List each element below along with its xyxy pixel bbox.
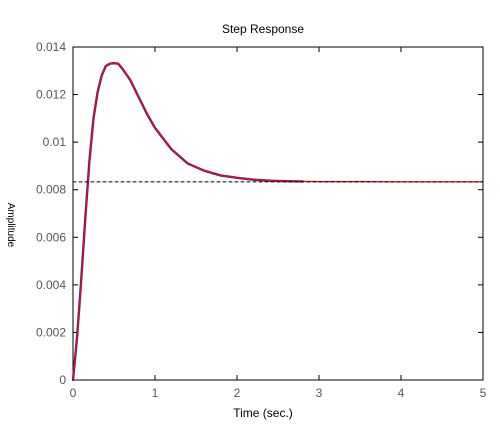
- x-tick-label: 4: [398, 386, 405, 400]
- y-tick-label: 0.01: [43, 135, 67, 149]
- series-line-1: [71, 61, 304, 382]
- tick-layer: 0 1 2 3 4 5 0 0.002 0.004 0.006 0.008 0.01 0.012 0.01…: [36, 40, 487, 400]
- y-tick-label: 0.012: [36, 88, 66, 102]
- x-tick-label: 0: [70, 386, 77, 400]
- series-line-2: [72, 62, 484, 381]
- plot-frame: [72, 46, 484, 381]
- y-tick-label: 0.002: [36, 325, 66, 339]
- series-layer: [71, 61, 484, 382]
- plot-area-border: [72, 46, 484, 381]
- y-tick-label: 0.014: [36, 40, 66, 54]
- y-tick-label: 0.004: [36, 278, 66, 292]
- x-axis-label: Time (sec.): [233, 406, 293, 420]
- y-tick-label: 0.008: [36, 183, 66, 197]
- x-tick-label: 5: [480, 386, 487, 400]
- x-tick-label: 3: [316, 386, 323, 400]
- x-tick-label: 1: [152, 386, 159, 400]
- y-tick-label: 0.006: [36, 230, 66, 244]
- y-axis-label: Amplitude: [5, 203, 16, 248]
- x-tick-label: 2: [234, 386, 241, 400]
- chart-title: Step Response: [222, 22, 304, 36]
- y-tick-label: 0: [59, 373, 66, 387]
